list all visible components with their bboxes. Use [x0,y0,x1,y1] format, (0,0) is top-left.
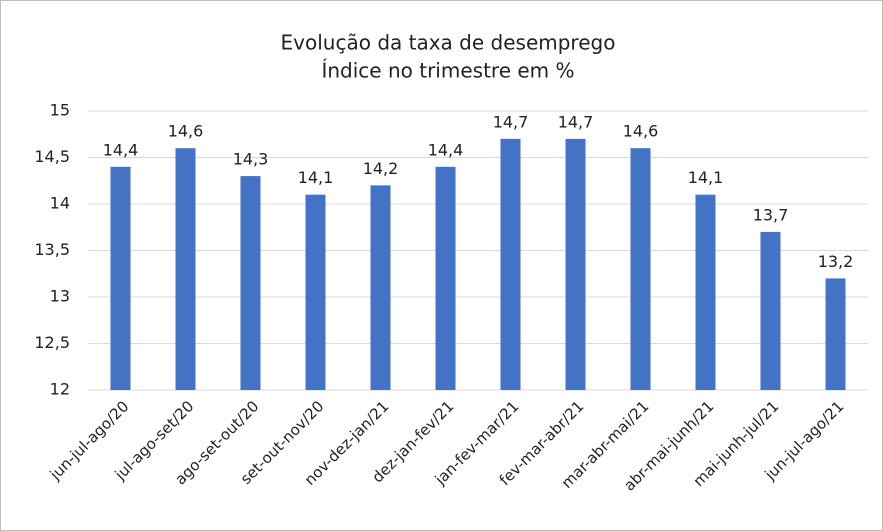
chart-subtitle: Índice no trimestre em % [321,59,574,83]
data-label: 14,4 [428,140,464,159]
bar [370,185,391,390]
data-label: 14,7 [558,112,594,131]
data-label: 14,2 [363,159,399,178]
bar [825,278,846,390]
y-tick-label: 13,5 [34,240,70,259]
bar [630,148,651,390]
y-tick-label: 12,5 [34,333,70,352]
bar [695,194,716,390]
data-label: 14,1 [298,168,334,187]
y-tick-label: 14,5 [34,147,70,166]
data-label: 14,6 [168,122,204,141]
bar [110,166,131,390]
data-label: 13,7 [753,205,789,224]
bar [565,138,586,390]
y-tick-label: 12 [50,380,70,399]
y-tick-label: 13 [50,287,70,306]
bar [760,231,781,390]
data-label: 14,4 [103,140,139,159]
data-label: 14,3 [233,150,269,169]
bar [435,166,456,390]
y-tick-label: 15 [50,101,70,120]
bar [500,138,521,390]
chart-title: Evolução da taxa de desemprego [281,31,616,55]
bar [240,176,261,390]
data-label: 14,7 [493,112,529,131]
bar [175,148,196,390]
bar [305,194,326,390]
y-tick-label: 14 [50,194,70,213]
data-label: 14,1 [688,168,724,187]
data-label: 14,6 [623,122,659,141]
data-label: 13,2 [818,252,854,271]
